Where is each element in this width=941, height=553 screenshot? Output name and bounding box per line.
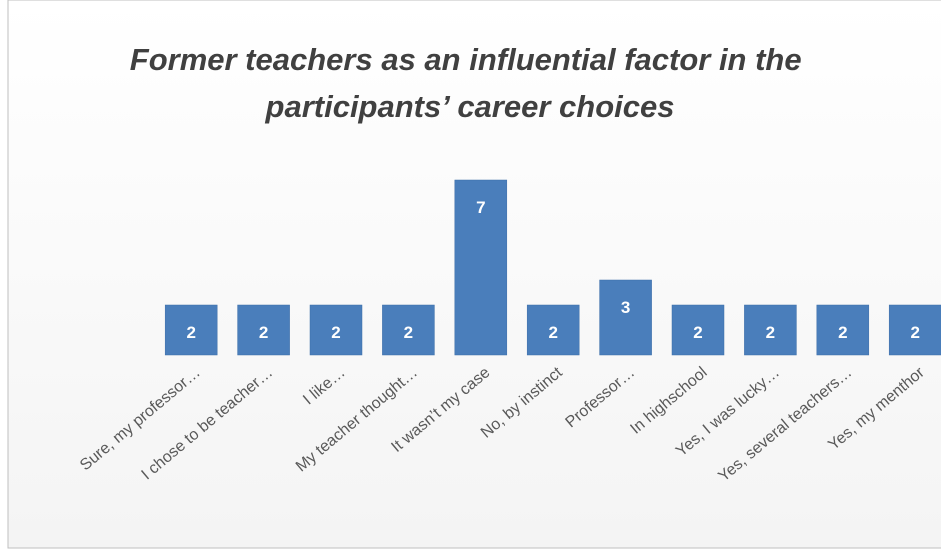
bar (526, 304, 580, 356)
data-label: 7 (476, 198, 485, 217)
bar (744, 304, 797, 356)
title-line: participants’ career choices (265, 89, 675, 124)
bar (671, 304, 725, 356)
bar (382, 304, 435, 356)
bar (237, 304, 290, 356)
bar (816, 304, 870, 356)
chart-title: Former teachers as an influential factor… (130, 42, 810, 124)
bar (888, 304, 941, 356)
data-label: 2 (186, 323, 195, 342)
bar (454, 179, 508, 356)
data-label: 3 (621, 298, 630, 317)
bar (309, 304, 363, 356)
data-label: 2 (404, 323, 413, 342)
data-label: 2 (331, 323, 340, 342)
data-label: 2 (259, 323, 268, 342)
data-label: 2 (693, 323, 702, 342)
data-label: 2 (548, 323, 557, 342)
bar (599, 279, 652, 356)
title-line: Former teachers as an influential factor… (130, 42, 802, 77)
data-label: 2 (838, 323, 847, 342)
data-label: 2 (910, 323, 919, 342)
data-label: 2 (766, 323, 775, 342)
bar (164, 304, 218, 356)
